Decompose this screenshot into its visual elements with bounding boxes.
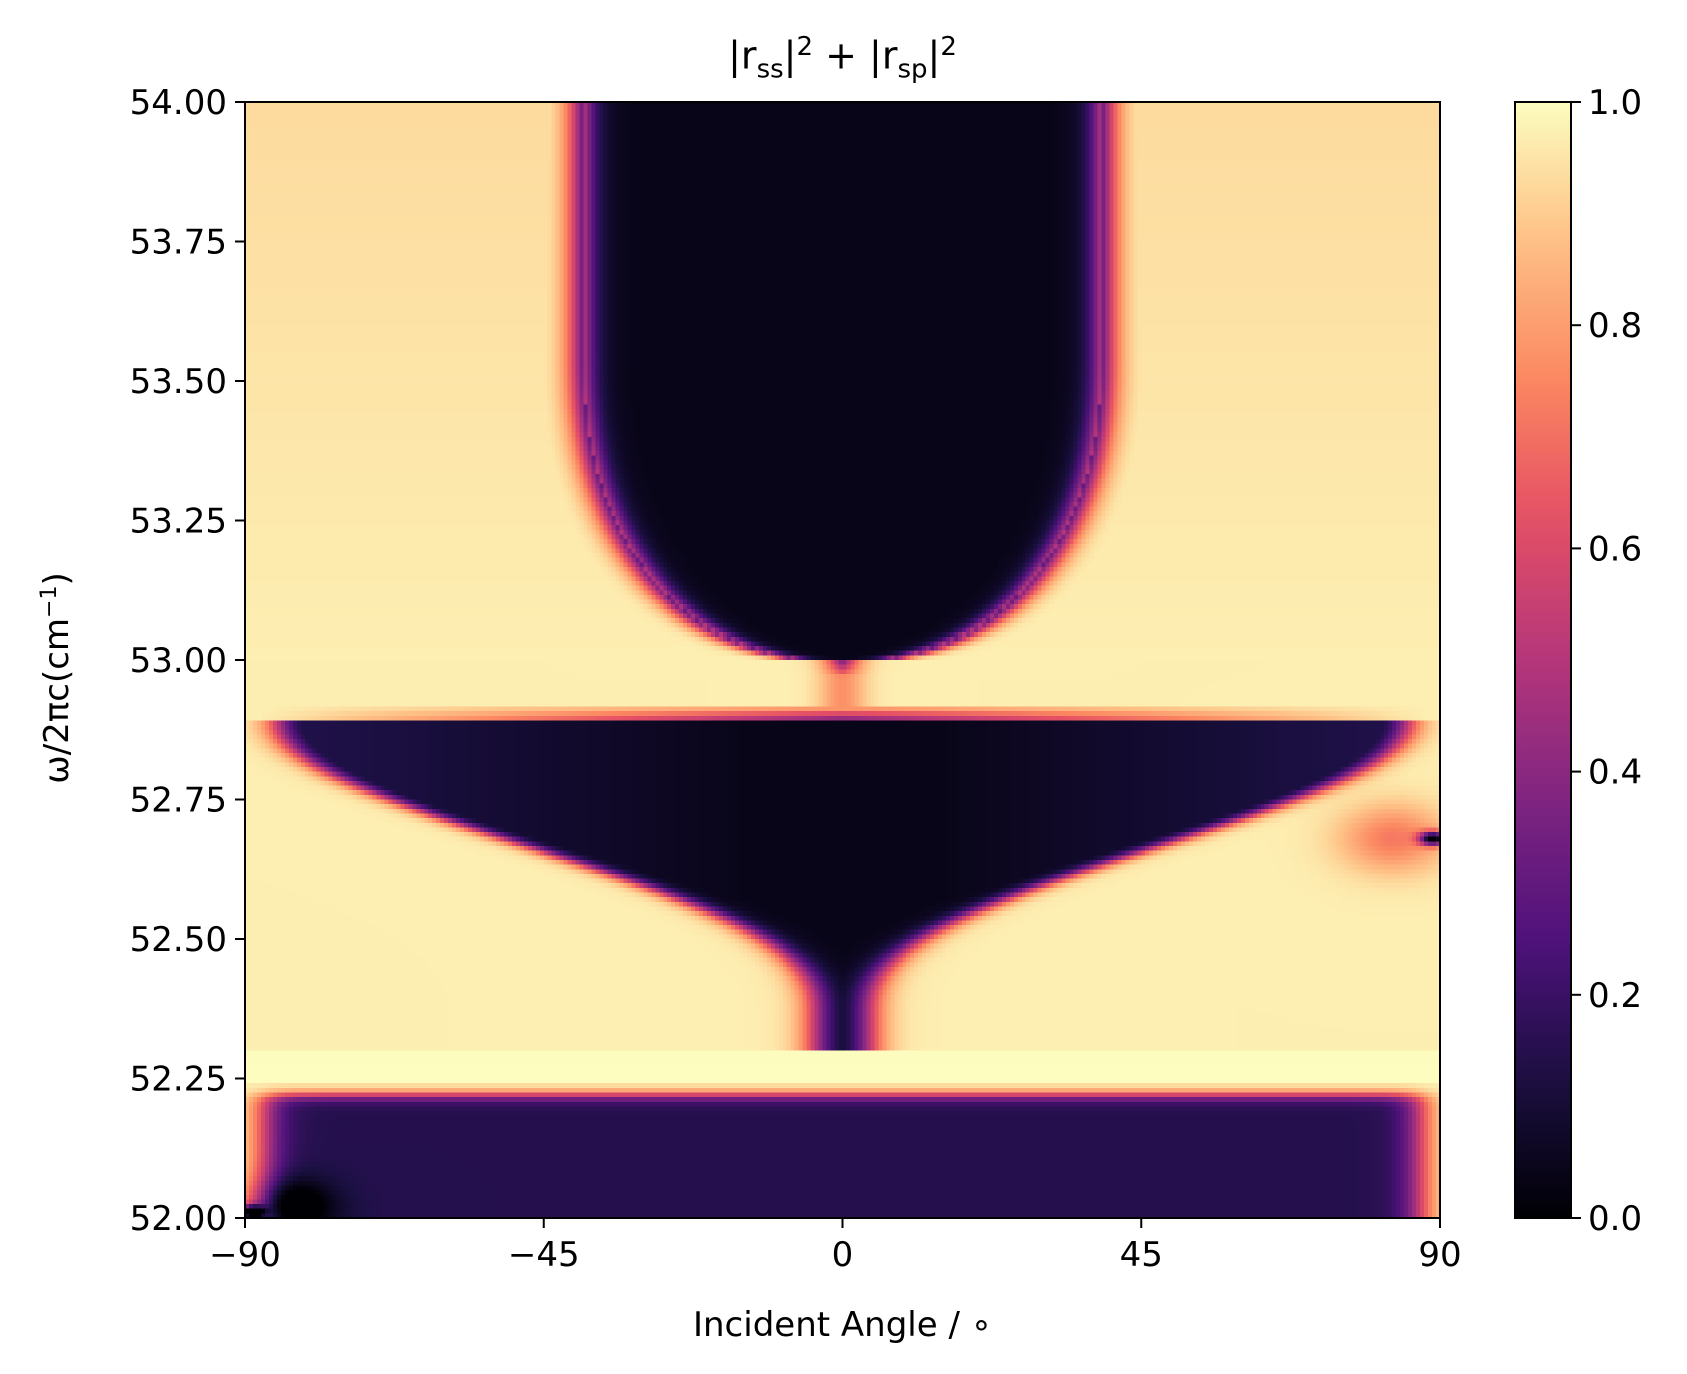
x-tick-label: 90 [1418, 1235, 1461, 1275]
x-axis-label: Incident Angle / ∘ [692, 1305, 992, 1345]
y-axis-label: ω/2πc(cm−1) [36, 572, 78, 784]
y-tick-label: 53.25 [130, 502, 227, 542]
heatmap-image [245, 102, 1440, 1218]
y-tick-label: 53.00 [130, 641, 227, 681]
y-tick-label: 54.00 [130, 83, 227, 123]
colorbar-tick-label: 1.0 [1588, 83, 1642, 123]
x-tick-label: 45 [1120, 1235, 1163, 1275]
colorbar-tick-label: 0.0 [1588, 1199, 1642, 1239]
y-tick-label: 52.75 [130, 781, 227, 821]
y-tick-label: 53.50 [130, 362, 227, 402]
colorbar-tick-label: 0.4 [1588, 753, 1642, 793]
y-tick-label: 53.75 [130, 223, 227, 263]
x-tick-label: 0 [832, 1235, 854, 1275]
y-tick-label: 52.50 [130, 920, 227, 960]
colorbar-tick-label: 0.8 [1588, 306, 1642, 346]
colorbar [1514, 101, 1572, 1219]
colorbar-tick-label: 0.2 [1588, 976, 1642, 1016]
colorbar-axis: 0.0 0.2 0.4 0.6 0.8 1.0 [1571, 83, 1642, 1239]
y-tick-label: 52.25 [130, 1060, 227, 1100]
x-axis: −90 −45 0 45 90 [209, 1218, 1462, 1275]
x-tick-label: −90 [209, 1235, 281, 1275]
x-tick-label: −45 [508, 1235, 580, 1275]
colorbar-tick-label: 0.6 [1588, 529, 1642, 569]
y-axis: 52.00 52.25 52.50 52.75 53.00 53.25 53.50 53.75… [130, 83, 245, 1239]
chart-title: |rss|2 + |rsp|2 [728, 32, 957, 85]
y-tick-label: 52.00 [130, 1199, 227, 1239]
